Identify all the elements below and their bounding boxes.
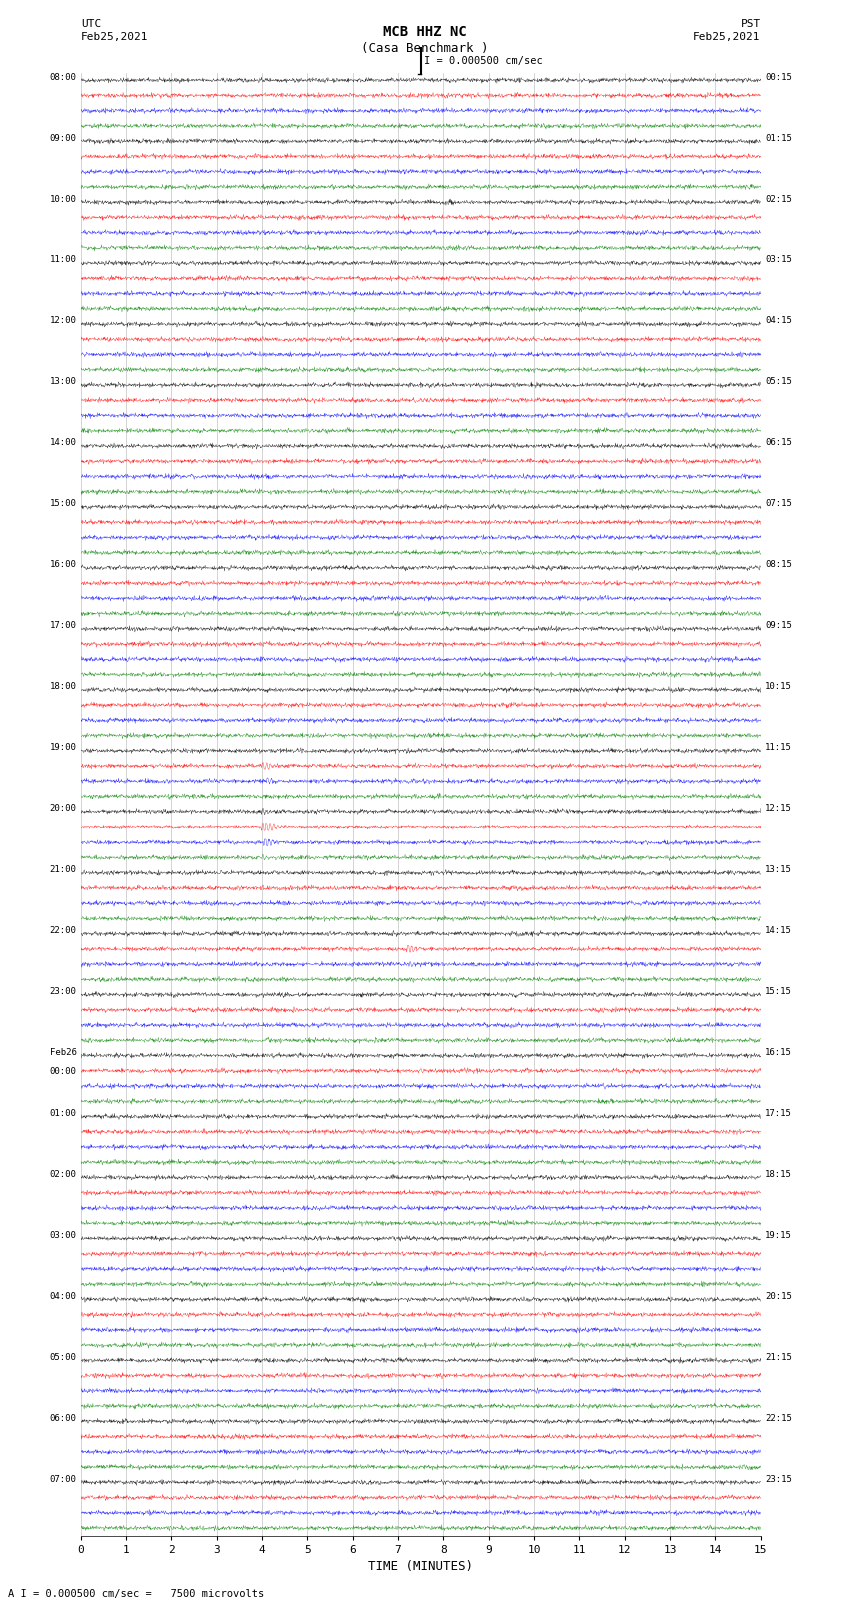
Text: Feb25,2021: Feb25,2021 <box>81 32 148 42</box>
Text: PST: PST <box>740 19 761 29</box>
Text: 07:00: 07:00 <box>49 1474 76 1484</box>
Text: 21:00: 21:00 <box>49 865 76 874</box>
Text: 09:15: 09:15 <box>765 621 792 631</box>
Text: 13:15: 13:15 <box>765 865 792 874</box>
Text: MCB HHZ NC: MCB HHZ NC <box>383 26 467 39</box>
Text: 12:15: 12:15 <box>765 805 792 813</box>
Text: 13:00: 13:00 <box>49 377 76 387</box>
Text: UTC: UTC <box>81 19 101 29</box>
Text: 11:15: 11:15 <box>765 744 792 752</box>
Text: 19:15: 19:15 <box>765 1231 792 1240</box>
Text: 15:00: 15:00 <box>49 500 76 508</box>
Text: 19:00: 19:00 <box>49 744 76 752</box>
Text: 16:00: 16:00 <box>49 560 76 569</box>
Text: 14:15: 14:15 <box>765 926 792 936</box>
Text: 18:00: 18:00 <box>49 682 76 690</box>
Text: 02:00: 02:00 <box>49 1169 76 1179</box>
Text: Feb25,2021: Feb25,2021 <box>694 32 761 42</box>
Text: (Casa Benchmark ): (Casa Benchmark ) <box>361 42 489 55</box>
Text: 07:15: 07:15 <box>765 500 792 508</box>
Text: 08:00: 08:00 <box>49 73 76 82</box>
Text: 17:15: 17:15 <box>765 1108 792 1118</box>
Text: 04:15: 04:15 <box>765 316 792 326</box>
Text: 05:15: 05:15 <box>765 377 792 387</box>
Text: A I = 0.000500 cm/sec =   7500 microvolts: A I = 0.000500 cm/sec = 7500 microvolts <box>8 1589 264 1598</box>
Text: 06:15: 06:15 <box>765 439 792 447</box>
Text: 03:15: 03:15 <box>765 255 792 265</box>
Text: 17:00: 17:00 <box>49 621 76 631</box>
Text: 22:15: 22:15 <box>765 1413 792 1423</box>
Text: 11:00: 11:00 <box>49 255 76 265</box>
Text: 06:00: 06:00 <box>49 1413 76 1423</box>
Text: I = 0.000500 cm/sec: I = 0.000500 cm/sec <box>424 56 543 66</box>
Text: 03:00: 03:00 <box>49 1231 76 1240</box>
X-axis label: TIME (MINUTES): TIME (MINUTES) <box>368 1560 473 1573</box>
Text: 10:00: 10:00 <box>49 195 76 203</box>
Text: 08:15: 08:15 <box>765 560 792 569</box>
Text: 14:00: 14:00 <box>49 439 76 447</box>
Text: 23:00: 23:00 <box>49 987 76 995</box>
Text: 21:15: 21:15 <box>765 1353 792 1361</box>
Text: 01:00: 01:00 <box>49 1108 76 1118</box>
Text: 05:00: 05:00 <box>49 1353 76 1361</box>
Text: 00:00: 00:00 <box>49 1068 76 1076</box>
Text: 18:15: 18:15 <box>765 1169 792 1179</box>
Text: 20:15: 20:15 <box>765 1292 792 1300</box>
Text: 16:15: 16:15 <box>765 1048 792 1057</box>
Text: 00:15: 00:15 <box>765 73 792 82</box>
Text: Feb26: Feb26 <box>49 1048 76 1057</box>
Text: 22:00: 22:00 <box>49 926 76 936</box>
Text: 04:00: 04:00 <box>49 1292 76 1300</box>
Text: 01:15: 01:15 <box>765 134 792 142</box>
Text: 10:15: 10:15 <box>765 682 792 690</box>
Text: 15:15: 15:15 <box>765 987 792 995</box>
Text: 09:00: 09:00 <box>49 134 76 142</box>
Text: 02:15: 02:15 <box>765 195 792 203</box>
Text: 23:15: 23:15 <box>765 1474 792 1484</box>
Text: 12:00: 12:00 <box>49 316 76 326</box>
Text: 20:00: 20:00 <box>49 805 76 813</box>
